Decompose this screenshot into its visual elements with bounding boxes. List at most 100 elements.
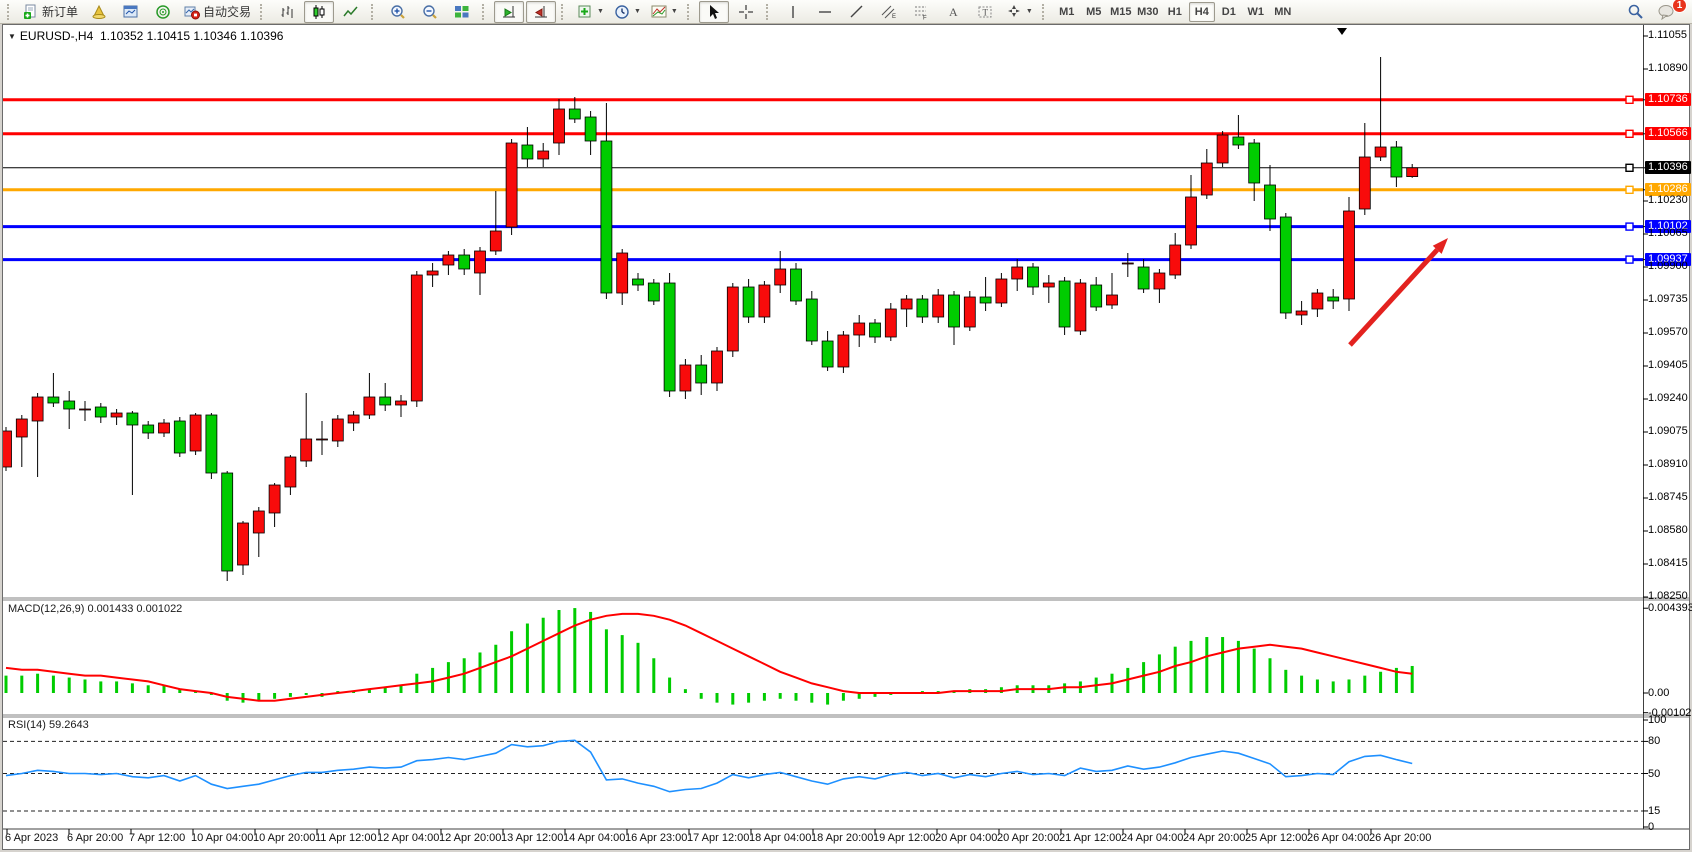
bar-chart-button[interactable]	[272, 1, 302, 23]
trendline-tool-button[interactable]	[842, 1, 872, 23]
zoom-in-icon	[391, 4, 405, 19]
auto-scroll-button[interactable]	[494, 0, 525, 23]
crosshair-icon	[738, 4, 753, 19]
new-order-button[interactable]: 新订单	[19, 1, 82, 23]
timeframe-label: M30	[1137, 5, 1159, 18]
clock-icon	[615, 4, 629, 19]
terminal-icon	[123, 5, 138, 17]
dropdown-caret-icon: ▼	[670, 8, 678, 15]
timeframe-button-m5[interactable]: M5	[1081, 2, 1107, 22]
tile-windows-button[interactable]	[447, 1, 477, 23]
search-icon	[1628, 4, 1643, 19]
radar-icon	[156, 4, 170, 19]
timeframe-bar: M1 M5 M15 M30 H1 H4 D1 W1 MN	[1054, 1, 1296, 22]
trend-arrow-annotation[interactable]	[1348, 238, 1448, 347]
rsi-pane[interactable]	[3, 739, 1643, 812]
auto-trading-label: 自动交易	[203, 5, 252, 19]
notifications-button[interactable]: 1	[1652, 0, 1687, 23]
dropdown-caret-icon: ▼	[1025, 8, 1033, 15]
horizontal-line-icon	[818, 10, 831, 13]
equidistant-channel-tool-button[interactable]: E	[874, 1, 904, 23]
toolbar-grip[interactable]	[7, 3, 14, 20]
timeframe-button-m30[interactable]: M30	[1135, 2, 1161, 22]
arrows-icon	[1007, 4, 1020, 17]
timeframe-button-m1[interactable]: M1	[1054, 2, 1080, 22]
channel-icon: E	[881, 5, 896, 20]
timeframe-button-mn[interactable]: MN	[1270, 2, 1296, 22]
auto-trading-button[interactable]: 自动交易	[180, 1, 255, 23]
zoom-out-button[interactable]	[415, 1, 445, 23]
tile-windows-icon	[455, 5, 469, 17]
timeframe-button-w1[interactable]: W1	[1243, 2, 1269, 22]
timeframe-label: M5	[1086, 5, 1102, 18]
timeframe-button-m15[interactable]: M15	[1108, 2, 1134, 22]
svg-text:E: E	[892, 14, 896, 20]
candlestick-chart-button[interactable]	[304, 0, 335, 23]
macd-pane[interactable]	[4, 608, 1414, 705]
strategy-tester-button[interactable]	[148, 1, 178, 23]
dropdown-caret-icon: ▼	[633, 8, 641, 15]
timeframe-button-h4[interactable]: H4	[1188, 1, 1215, 22]
timeframe-button-d1[interactable]: D1	[1216, 2, 1242, 22]
svg-text:A: A	[949, 5, 958, 19]
timeframe-label: M15	[1110, 5, 1132, 18]
market-watch-button[interactable]	[84, 1, 114, 23]
toolbar-grip[interactable]	[1041, 3, 1049, 20]
timeframe-label: W1	[1247, 5, 1265, 18]
horizontal-line-tool-button[interactable]	[810, 1, 840, 23]
indicators-button[interactable]: ▼	[573, 1, 608, 23]
new-order-label: 新订单	[42, 5, 79, 19]
timeframe-label: H4	[1194, 5, 1209, 18]
arrows-tool-button[interactable]: ▼	[1002, 1, 1037, 23]
indicators-icon	[578, 5, 591, 17]
svg-text:T: T	[982, 7, 988, 17]
toolbar-grip[interactable]	[561, 3, 568, 20]
dropdown-caret-icon: ▼	[597, 8, 604, 15]
periods-button[interactable]: ▼	[610, 1, 645, 23]
text-label-icon: T	[978, 6, 992, 17]
toolbar-grip[interactable]	[765, 3, 773, 20]
template-icon	[651, 5, 667, 17]
timeframe-label: MN	[1274, 5, 1292, 18]
zoom-out-icon	[423, 4, 437, 19]
toolbar-grip[interactable]	[686, 3, 694, 20]
trendline-icon	[850, 5, 863, 17]
svg-text:F: F	[923, 15, 927, 20]
timeframe-label: M1	[1059, 5, 1075, 18]
horizontal-levels[interactable]	[3, 95, 1643, 264]
chart-shift-icon	[535, 5, 548, 17]
auto-trading-icon	[184, 6, 201, 19]
vertical-line-icon	[792, 5, 794, 18]
timeframe-button-h1[interactable]: H1	[1162, 2, 1188, 22]
new-order-icon	[24, 4, 36, 19]
search-button[interactable]	[1620, 1, 1650, 23]
line-chart-button[interactable]	[336, 1, 366, 23]
zoom-in-button[interactable]	[383, 1, 413, 23]
text-icon: A	[949, 5, 958, 19]
line-chart-icon	[343, 6, 358, 16]
cursor-tool-button[interactable]	[698, 0, 729, 23]
text-tool-button[interactable]: A	[938, 1, 968, 23]
toolbar-grip[interactable]	[482, 3, 489, 20]
timeframe-label: D1	[1221, 5, 1236, 18]
auto-scroll-icon	[503, 5, 516, 17]
templates-button[interactable]: ▼	[647, 1, 682, 23]
pane-borders	[3, 25, 1689, 834]
toolbar-grip[interactable]	[260, 3, 267, 20]
fibonacci-tool-button[interactable]: F	[906, 1, 936, 23]
crosshair-tool-button[interactable]	[731, 1, 761, 23]
chart-shift-button[interactable]	[526, 0, 557, 23]
timeframe-label: H1	[1167, 5, 1182, 18]
cursor-icon	[709, 4, 719, 19]
fibonacci-icon: F	[914, 6, 927, 20]
candlestick-icon	[313, 4, 325, 19]
terminal-button[interactable]	[116, 1, 146, 23]
candlestick-series[interactable]	[1, 57, 1419, 581]
bar-chart-icon	[281, 5, 293, 18]
text-label-tool-button[interactable]: T	[970, 1, 1000, 23]
toolbar-grip[interactable]	[371, 3, 378, 20]
vertical-line-tool-button[interactable]	[778, 1, 808, 23]
chart-window[interactable]	[2, 24, 1690, 850]
